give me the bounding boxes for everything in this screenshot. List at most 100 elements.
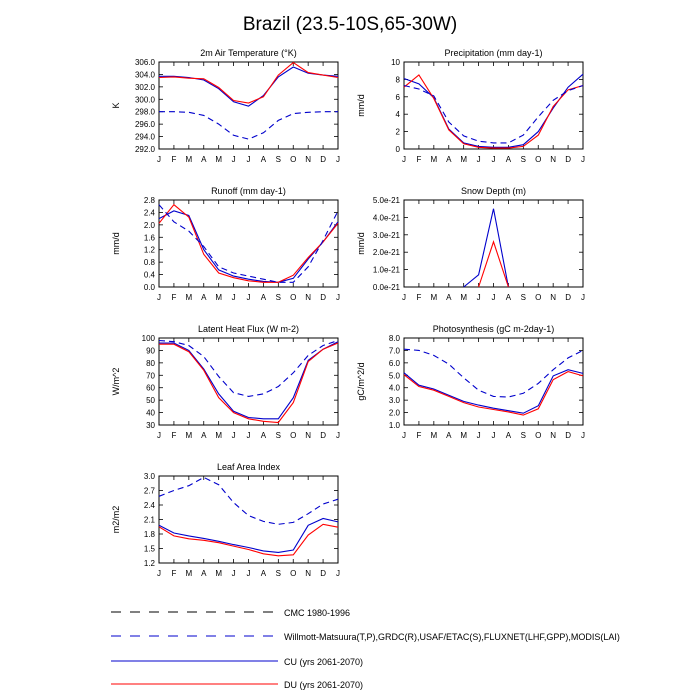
plot-frame [158,199,339,288]
y-tick-label: 294.0 [135,133,156,142]
series-line [403,73,584,148]
x-tick-label: A [261,431,267,440]
y-tick-label: 40 [146,409,155,418]
x-tick-label: F [416,431,421,440]
y-tick-label: 2.0 [144,221,156,230]
chart-title: Latent Heat Flux (W m-2) [198,324,299,334]
x-tick-label: D [565,293,571,302]
x-tick-label: N [550,293,556,302]
x-tick-label: F [171,431,176,440]
x-tick-label: J [402,431,406,440]
chart-title: Runoff (mm day-1) [211,186,286,196]
x-tick-label: A [201,293,207,302]
legend-label: CU (yrs 2061-2070) [284,657,363,667]
x-tick-label: M [215,569,222,578]
y-tick-label: 2.8 [144,196,156,205]
legend: CMC 1980-1996 Willmott-Matsuura(T,P),GRDC… [111,608,620,690]
x-tick-label: J [477,431,481,440]
x-tick-label: N [305,155,311,164]
series-line [159,342,339,424]
y-tick-label: 8.0 [389,334,401,343]
y-tick-label: 4 [396,110,401,119]
x-tick-label: O [535,293,541,302]
y-tick-label: 30 [146,421,155,430]
x-tick-label: M [215,293,222,302]
y-tick-label: 1.6 [144,233,156,242]
chart-title: Photosynthesis (gC m-2day-1) [433,324,555,334]
y-tick-label: 5.0e-21 [373,196,401,205]
y-tick-label: 3.0e-21 [373,231,401,240]
x-tick-label: J [336,569,340,578]
x-tick-label: A [506,155,512,164]
y-tick-label: 0.0 [144,283,156,292]
x-tick-label: A [201,431,207,440]
x-tick-label: J [581,293,585,302]
y-tick-label: 292.0 [135,145,156,154]
x-tick-label: J [247,293,251,302]
legend-label: DU (yrs 2061-2070) [284,680,363,690]
x-tick-label: M [460,293,467,302]
y-tick-label: 2.7 [144,487,156,496]
x-tick-label: J [402,155,406,164]
y-tick-label: 1.2 [144,246,156,255]
legend-label: CMC 1980-1996 [284,608,350,618]
x-tick-label: M [430,155,437,164]
series-line [159,111,338,140]
x-tick-label: M [185,569,192,578]
chart-panel: Latent Heat Flux (W m-2) 30 40 50 60 70 80 90 10… [111,324,340,440]
x-tick-label: D [565,431,571,440]
x-tick-label: A [506,431,512,440]
y-tick-label: 300.0 [135,95,156,104]
x-tick-label: N [305,569,311,578]
chart-panel: Photosynthesis (gC m-2day-1) 1.0 2.0 3.0 4.0… [356,324,585,440]
series-line [158,210,339,283]
x-tick-label: F [171,293,176,302]
x-tick-label: M [460,431,467,440]
y-tick-label: 2.0 [389,409,401,418]
x-tick-label: J [247,155,251,164]
series-line [158,61,339,104]
x-tick-label: O [290,155,296,164]
x-tick-label: J [581,155,585,164]
series-line [403,348,584,398]
series-line [403,369,584,414]
y-tick-label: 1.5 [144,545,156,554]
y-tick-label: 0.0e-21 [373,283,401,292]
chart-title: Snow Depth (m) [461,186,526,196]
chart-title: Leaf Area Index [217,462,281,472]
series-line [403,74,584,149]
x-tick-label: J [232,293,236,302]
y-tick-label: 1.2 [144,559,156,568]
series-line [158,339,339,397]
y-tick-label: 10 [391,58,400,67]
x-tick-label: J [492,431,496,440]
x-tick-label: M [185,155,192,164]
y-tick-label: 2 [396,128,401,137]
x-tick-label: S [276,293,281,302]
y-tick-label: 1.8 [144,530,156,539]
x-tick-label: M [215,155,222,164]
series-line [403,84,584,144]
y-tick-label: 6.0 [389,359,401,368]
x-tick-label: O [535,431,541,440]
x-tick-label: M [460,155,467,164]
x-tick-label: S [521,155,526,164]
series-line [158,204,339,283]
x-tick-label: D [320,293,326,302]
y-tick-label: 2.0e-21 [373,248,401,257]
x-tick-label: J [336,431,340,440]
x-tick-label: J [477,293,481,302]
x-tick-label: A [446,155,452,164]
y-tick-label: 80 [146,359,155,368]
plot-frame [158,337,339,426]
x-tick-label: J [492,293,496,302]
series-line [159,66,339,107]
y-tick-label: 0.4 [144,271,156,280]
x-tick-label: N [550,155,556,164]
y-axis-label: gC/m^2/d [356,362,366,400]
x-tick-label: F [171,155,176,164]
y-tick-label: 90 [146,346,155,355]
series-line [158,203,339,283]
x-tick-label: M [185,431,192,440]
